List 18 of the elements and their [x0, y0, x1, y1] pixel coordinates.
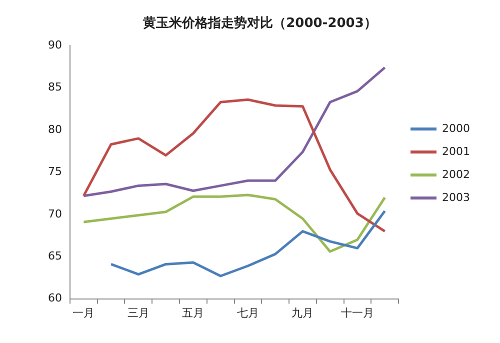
x-tick-label: 五月 — [182, 306, 204, 320]
y-tick-label: 70 — [48, 207, 62, 220]
legend-label: 2000 — [442, 122, 470, 135]
legend-label: 2002 — [442, 168, 470, 181]
x-tick-label: 七月 — [236, 306, 259, 320]
y-tick-label: 65 — [48, 249, 62, 262]
x-tick-label: 九月 — [292, 306, 314, 320]
x-tick-label: 三月 — [127, 306, 150, 320]
y-tick-label: 90 — [48, 38, 62, 52]
legend-label: 2003 — [442, 190, 470, 204]
chart-title: 黄玉米价格指走势对比（2000-2003） — [142, 15, 377, 32]
x-tick-label: 十一月 — [340, 306, 374, 320]
legend-label: 2001 — [442, 144, 470, 158]
y-tick-label: 85 — [48, 80, 62, 94]
x-tick-label: 一月 — [72, 306, 95, 320]
y-tick-label: 80 — [48, 122, 62, 136]
y-tick-label: 60 — [48, 292, 62, 305]
y-tick-label: 75 — [48, 165, 62, 178]
